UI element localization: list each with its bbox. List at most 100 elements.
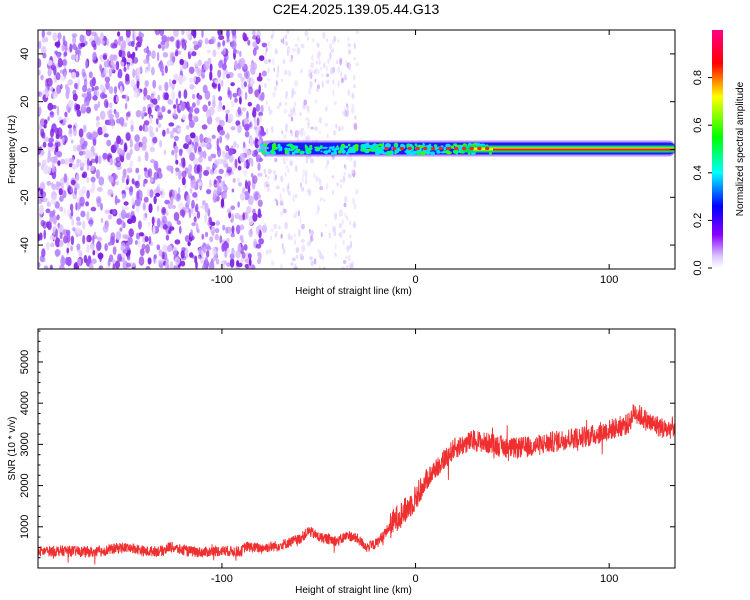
noise-blob (226, 37, 230, 42)
noise-blob (237, 243, 242, 252)
signal-speckle (405, 150, 409, 154)
noise-blob (337, 39, 340, 44)
noise-blob (332, 89, 335, 97)
noise-blob (270, 228, 274, 233)
noise-blob (335, 123, 338, 129)
noise-blob (87, 255, 92, 264)
noise-blob (261, 42, 268, 48)
noise-blob (164, 65, 168, 74)
noise-blob (49, 235, 55, 241)
noise-blob (306, 105, 310, 112)
noise-blob (304, 169, 308, 178)
noise-blob (231, 213, 235, 223)
spectrogram-xtick-label: 0 (412, 274, 418, 286)
noise-blob (296, 137, 300, 142)
noise-blob (188, 208, 192, 219)
colorbar-tick-label: 0.6 (692, 118, 704, 133)
noise-blob (235, 111, 238, 117)
noise-blob (326, 133, 329, 139)
noise-blob (311, 229, 314, 236)
noise-blob (276, 80, 278, 86)
signal-speckle (377, 143, 384, 147)
spectrogram-ytick-label: 0 (19, 146, 31, 152)
noise-blob (149, 146, 155, 153)
noise-blob (147, 62, 151, 72)
noise-blob (134, 31, 137, 40)
noise-blob (91, 95, 98, 101)
noise-blob (162, 129, 166, 137)
noise-blob (316, 42, 320, 48)
noise-blob (344, 60, 348, 67)
noise-blob (56, 141, 61, 148)
noise-blob (344, 107, 346, 114)
noise-blob (53, 53, 57, 64)
noise-blob (189, 252, 194, 258)
noise-blob (267, 186, 270, 192)
noise-blob (180, 157, 184, 164)
noise-blob (290, 107, 293, 114)
noise-blob (70, 245, 73, 252)
noise-blob (174, 145, 179, 154)
noise-blob (189, 83, 195, 90)
noise-blob (285, 165, 288, 169)
noise-blob (201, 30, 204, 38)
noise-blob (157, 94, 161, 101)
noise-blob (191, 199, 195, 209)
noise-blob (89, 188, 95, 194)
noise-blob (60, 256, 66, 266)
signal-peak (454, 146, 459, 151)
noise-blob (244, 181, 249, 190)
noise-blob (63, 173, 68, 183)
noise-blob (49, 216, 54, 223)
noise-blob (161, 35, 168, 43)
noise-blob (116, 135, 122, 145)
noise-blob (323, 62, 326, 69)
noise-blob (239, 234, 244, 241)
signal-speckle (339, 148, 344, 152)
noise-blob (80, 210, 86, 218)
noise-blob (162, 215, 168, 225)
spectrogram-ytick-label: -20 (19, 189, 31, 205)
noise-blob (304, 30, 309, 37)
noise-blob (272, 30, 275, 37)
noise-blob (115, 160, 122, 168)
noise-blob (202, 264, 207, 269)
noise-blob (207, 155, 213, 162)
noise-blob (171, 82, 175, 91)
noise-blob (310, 126, 314, 130)
noise-blob (100, 72, 107, 79)
noise-blob (301, 175, 304, 183)
noise-blob (119, 227, 123, 232)
noise-blob (258, 84, 262, 94)
noise-blob (222, 105, 226, 111)
noise-blob (297, 36, 300, 42)
signal-speckle (324, 150, 329, 155)
noise-blob (125, 94, 129, 103)
signal-speckle (419, 147, 422, 152)
noise-blob (106, 38, 110, 46)
noise-blob (161, 45, 165, 51)
noise-blob (352, 197, 355, 205)
noise-blob (96, 186, 103, 192)
noise-blob (326, 73, 330, 78)
noise-blob (90, 206, 97, 212)
noise-blob (292, 106, 296, 114)
noise-blob (54, 145, 59, 153)
signal-speckle (426, 152, 429, 155)
noise-blob (172, 246, 178, 256)
noise-blob (332, 130, 337, 136)
signal-speckle (328, 146, 334, 149)
noise-blob (38, 40, 42, 50)
signal-speckle (393, 142, 399, 148)
noise-blob (299, 182, 303, 188)
noise-blob (267, 40, 270, 47)
noise-blob (117, 147, 123, 155)
noise-blob (224, 250, 228, 258)
spectrogram-ytick-label: 40 (19, 48, 31, 60)
noise-blob (136, 41, 142, 48)
noise-blob (67, 100, 74, 108)
noise-blob (113, 86, 118, 94)
noise-blob (75, 227, 81, 235)
signal-peak (430, 146, 436, 151)
noise-blob (192, 40, 199, 46)
